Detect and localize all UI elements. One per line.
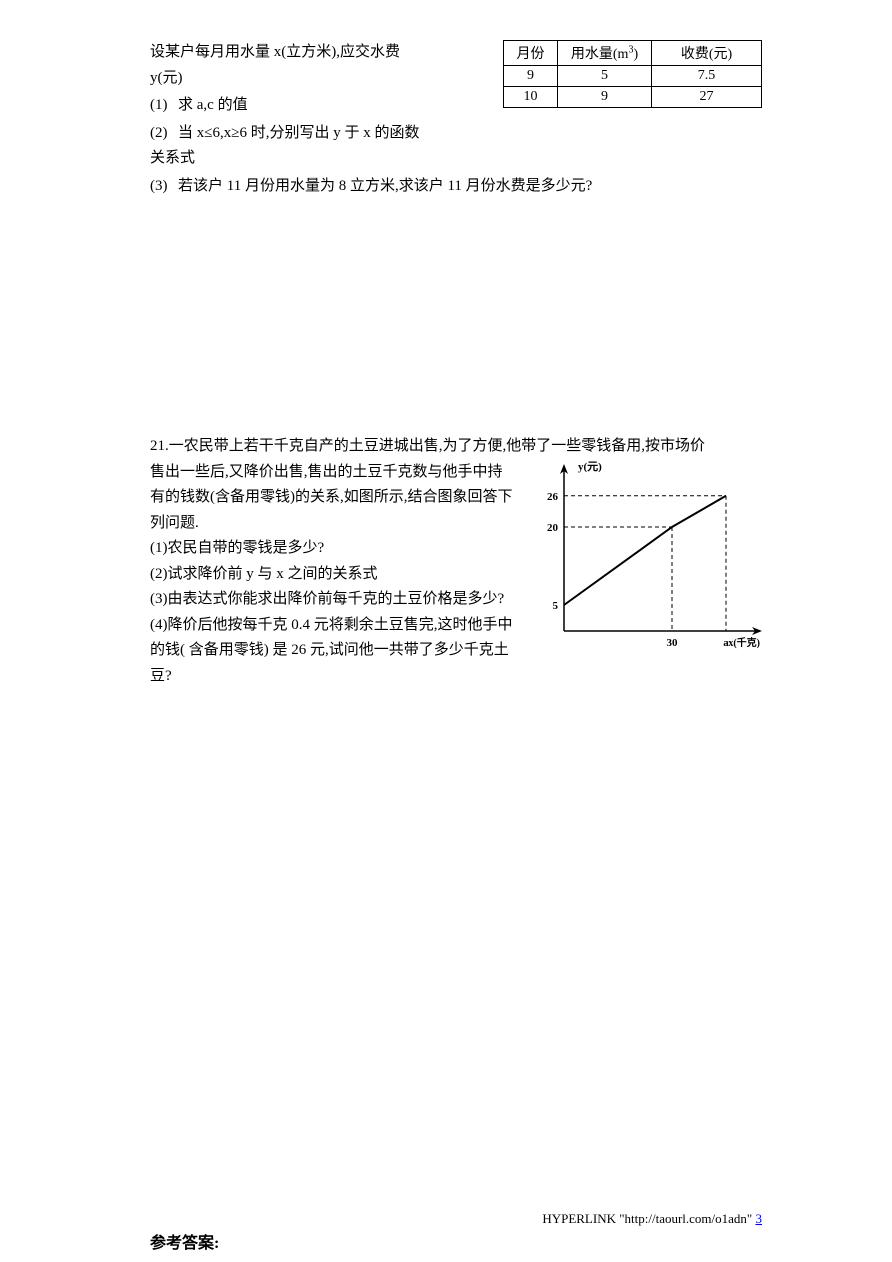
svg-text:20: 20 [547,522,559,534]
question-21-block: 21.一农民带上若干千克自产的土豆进城出售,为了方便,他带了一些零钱备用,按市场… [150,434,762,689]
cell: 7.5 [652,66,762,87]
th-month: 月份 [504,41,558,66]
answer-heading: 参考答案: [150,1229,762,1253]
q20-text: 设某户每月用水量 x(立方米),应交水费 y(元) (1)求 a,c 的值 (2… [150,40,420,172]
q20-item-1: (1)求 a,c 的值 [150,93,420,119]
q20-item-2-num: (2) [150,121,178,147]
cell: 27 [652,87,762,108]
q20-item-2-text: 当 x≤6,x≥6 时,分别写出 y 于 x 的函数关系式 [150,125,419,167]
q21-item-4c: 豆? [150,664,530,690]
q20-item-3-text: 若该户 11 月份用水量为 8 立方米,求该户 11 月份水费是多少元? [178,178,592,194]
q21-intro-n2: 列问题. [150,511,530,537]
table-header-row: 月份 用水量(m3) 收费(元) [504,41,762,66]
q20-item-2: (2)当 x≤6,x≥6 时,分别写出 y 于 x 的函数关系式 [150,121,420,172]
q21-intro-n1: 有的钱数(含备用零钱)的关系,如图所示,结合图象回答下 [150,485,530,511]
svg-text:y(元): y(元) [578,460,602,473]
q21-intro-full: 一农民带上若干千克自产的土豆进城出售,为了方便,他带了一些零钱备用,按市场价 [169,438,705,454]
page-footer: HYPERLINK "http://taourl.com/o1adn" 3 [542,1211,762,1227]
svg-text:x(千克): x(千克) [728,636,760,649]
q21-intro-n0: 售出一些后,又降价出售,售出的土豆千克数与他手中持 [150,460,530,486]
cell: 5 [558,66,652,87]
q21-item-2: (2)试求降价前 y 与 x 之间的关系式 [150,562,530,588]
cell: 9 [558,87,652,108]
q20-table: 月份 用水量(m3) 收费(元) 9 5 7.5 10 9 27 [503,40,762,108]
question-20-block: 设某户每月用水量 x(立方米),应交水费 y(元) (1)求 a,c 的值 (2… [150,40,762,199]
cell: 9 [504,66,558,87]
q20-item-1-text: 求 a,c 的值 [178,97,248,113]
th-usage: 用水量(m3) [558,41,652,66]
q21-item-4b: 的钱( 含备用零钱) 是 26 元,试问他一共带了多少千克土 [150,638,530,664]
table-row: 10 9 27 [504,87,762,108]
q21-chart: 5202630ay(元)x(千克) [532,456,772,666]
q20-item-1-num: (1) [150,93,178,119]
q20-intro: 设某户每月用水量 x(立方米),应交水费 y(元) [150,40,420,91]
q20-item-3: (3)若该户 11 月份用水量为 8 立方米,求该户 11 月份水费是多少元? [150,174,762,200]
q21-item-4a: (4)降价后他按每千克 0.4 元将剩余土豆售完,这时他手中 [150,613,530,639]
q21-num: 21. [150,438,169,454]
q21-item-1: (1)农民自带的零钱是多少? [150,536,530,562]
svg-text:5: 5 [553,600,559,612]
q21-item-3: (3)由表达式你能求出降价前每千克的土豆价格是多少? [150,587,530,613]
table-row: 9 5 7.5 [504,66,762,87]
cell: 10 [504,87,558,108]
q20-item-3-num: (3) [150,174,178,200]
hyperlink-text: HYPERLINK "http://taourl.com/o1adn" [542,1211,755,1226]
svg-text:26: 26 [547,491,559,503]
svg-text:30: 30 [667,637,679,649]
page-number: 3 [756,1211,763,1226]
th-fee: 收费(元) [652,41,762,66]
